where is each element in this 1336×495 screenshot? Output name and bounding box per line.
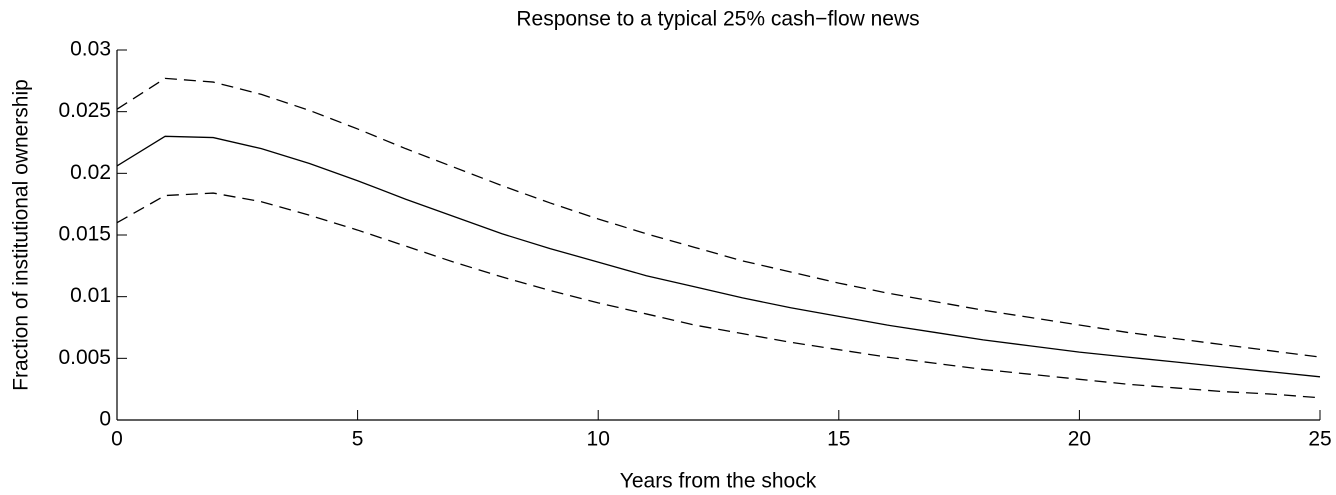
x-tick-label: 20 <box>1068 428 1091 451</box>
y-tick-label: 0.025 <box>58 99 111 122</box>
x-tick-label: 25 <box>1308 428 1331 451</box>
x-tick-label: 10 <box>587 428 610 451</box>
y-tick-label: 0.02 <box>70 161 111 184</box>
y-tick-label: 0.015 <box>58 223 111 246</box>
y-tick-label: 0 <box>99 408 111 431</box>
x-tick-label: 0 <box>111 428 123 451</box>
series-line <box>116 77 1321 358</box>
series-line <box>116 192 1321 399</box>
y-tick-label: 0.03 <box>70 38 111 61</box>
y-tick-label: 0.005 <box>58 346 111 369</box>
y-axis-label: Fraction of institutional ownership <box>10 79 33 391</box>
x-tick-label: 15 <box>827 428 850 451</box>
chart-title: Response to a typical 25% cash−flow news <box>516 8 919 31</box>
x-tick-label: 5 <box>352 428 364 451</box>
series-line <box>116 135 1321 378</box>
y-tick-label: 0.01 <box>70 284 111 307</box>
x-axis-label: Years from the shock <box>620 470 817 493</box>
